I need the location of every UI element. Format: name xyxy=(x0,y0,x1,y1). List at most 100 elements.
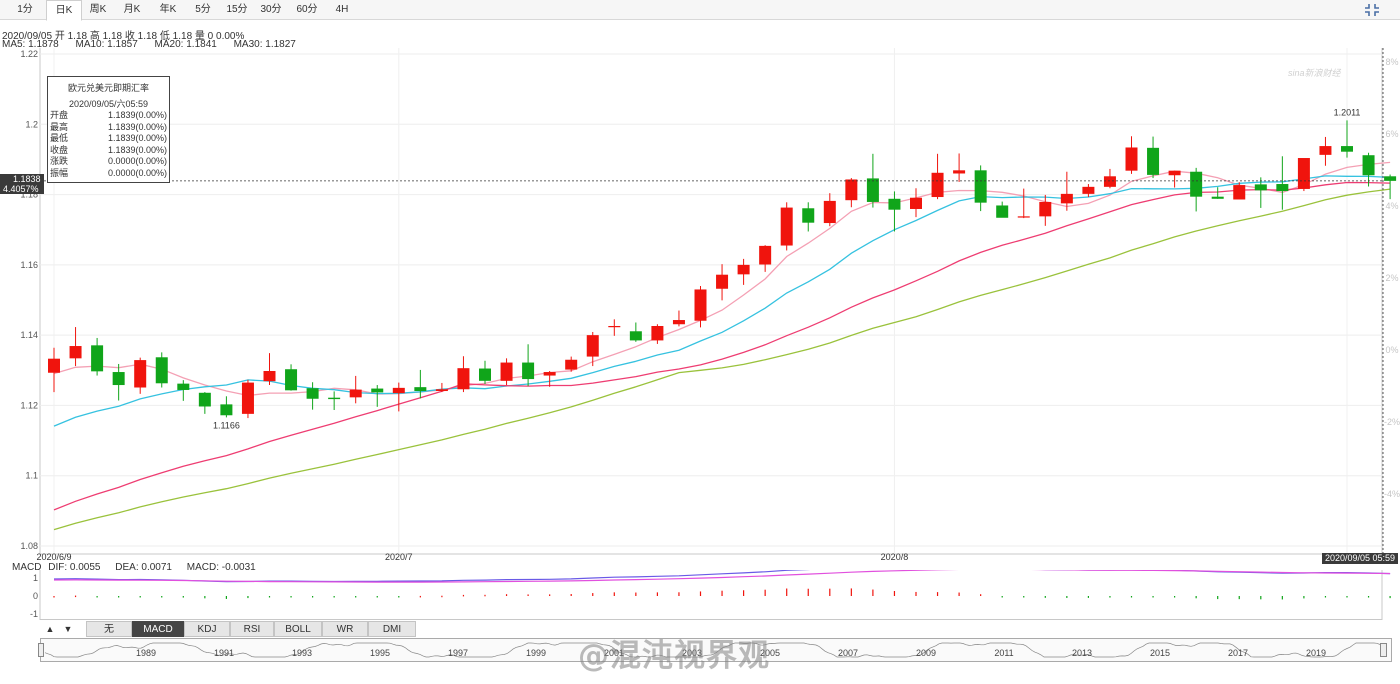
period-tab-1[interactable]: 日K xyxy=(46,0,82,21)
candle xyxy=(263,353,276,386)
candle xyxy=(220,396,233,418)
candle xyxy=(1362,152,1375,187)
macd-histogram-bar xyxy=(872,589,874,596)
navigator-year-label: 2005 xyxy=(760,648,780,658)
x-tick-label: 2020/6/9 xyxy=(36,552,71,560)
indicator-tab-5[interactable]: WR xyxy=(322,621,368,637)
range-navigator[interactable]: 1989 1991 1993 1995 1997 1999 2001 2003 2005 2007… xyxy=(38,638,1392,662)
candle-body xyxy=(306,388,319,399)
candle-body xyxy=(910,197,922,209)
macd-histogram-bar xyxy=(592,593,594,596)
macd-histogram-bar xyxy=(161,596,163,598)
candle-body xyxy=(931,172,944,198)
macd-histogram-bar xyxy=(1238,596,1240,600)
macd-histogram-bar xyxy=(699,591,702,596)
period-tab-6[interactable]: 15分 xyxy=(226,4,248,15)
navigator-year-label: 2015 xyxy=(1150,648,1170,658)
period-tab-2[interactable]: 周K xyxy=(89,4,107,15)
tooltip-title: 欧元兑美元即期汇率 xyxy=(67,83,149,93)
tooltip-row: 最低 1.1839(0.00%) xyxy=(48,133,169,145)
candle xyxy=(1384,174,1397,200)
candle xyxy=(1297,158,1310,192)
navigator-left-handle[interactable] xyxy=(38,643,44,657)
ma5-line xyxy=(53,161,1391,397)
tooltip-row-label: 涨跌 xyxy=(50,156,69,166)
indicator-tab-0[interactable]: 无 xyxy=(86,621,132,637)
candle xyxy=(155,352,168,388)
y-tick-label: 1.2 xyxy=(25,119,38,129)
macd-histogram-bar xyxy=(74,595,77,598)
candle-body xyxy=(672,320,685,325)
candle xyxy=(1103,168,1116,189)
candle-body xyxy=(845,179,858,201)
candle xyxy=(608,319,621,336)
candle-body xyxy=(759,245,772,265)
candle-body xyxy=(500,362,513,381)
macd-histogram-bar xyxy=(635,592,637,596)
macd-histogram-bar xyxy=(893,590,896,596)
last-price-tag: 1.1838 xyxy=(0,174,44,184)
indicator-tab-2[interactable]: KDJ xyxy=(184,621,230,637)
indicator-tab-4[interactable]: BOLL xyxy=(274,621,322,637)
indicator-tab-1[interactable]: MACD xyxy=(132,621,184,637)
macd-dif-label: DIF: 0.0055 xyxy=(48,562,101,573)
indicator-tab-6[interactable]: DMI xyxy=(368,621,416,637)
navigator-year-label: 1989 xyxy=(136,648,156,658)
candle xyxy=(586,331,599,367)
macd-histogram-bar xyxy=(656,592,658,596)
price-chart[interactable]: 1.22 1.2 1.18 1.16 1.14 1.12 1.1 1.08 8% 6% 4% 2% 0%… xyxy=(0,48,1400,560)
watermark: @混沌视界观 xyxy=(578,638,770,674)
ma10-line xyxy=(53,175,1391,427)
period-tab-8[interactable]: 60分 xyxy=(296,4,318,15)
candle xyxy=(823,193,836,227)
period-tab-3[interactable]: 月K xyxy=(123,4,141,15)
tooltip-row: 开盘 1.1839(0.00%) xyxy=(48,110,169,122)
fullscreen-icon[interactable] xyxy=(1364,2,1380,18)
candle xyxy=(371,385,384,407)
candle-body xyxy=(1341,146,1353,152)
pct-tick-label: -2% xyxy=(1384,417,1400,427)
period-tab-9[interactable]: 4H xyxy=(335,4,349,15)
candle xyxy=(414,369,427,399)
scroll-up-button[interactable]: ▲ xyxy=(45,624,55,634)
candle xyxy=(328,391,341,410)
macd-chart[interactable]: 1 0 -1 xyxy=(0,570,1400,620)
tooltip-row-label: 开盘 xyxy=(50,110,69,120)
macd-histogram-bar xyxy=(1044,596,1046,598)
period-tab-4[interactable]: 年K xyxy=(159,4,177,15)
navigator-year-label: 1991 xyxy=(214,648,234,658)
macd-histogram-bar xyxy=(484,594,486,597)
macd-histogram-bar xyxy=(376,596,378,598)
scroll-down-button[interactable]: ▼ xyxy=(63,624,73,634)
navigator-year-label: 1993 xyxy=(292,648,312,658)
candle-body xyxy=(888,198,901,210)
ma20-label: MA20: 1.1841 xyxy=(154,39,217,50)
macd-histogram-bar xyxy=(355,596,357,598)
navigator-right-handle[interactable] xyxy=(1380,643,1387,657)
candle xyxy=(1190,167,1203,212)
candle xyxy=(845,178,858,208)
y-tick-label: 1.1 xyxy=(25,471,38,481)
period-tab-0[interactable]: 1分 xyxy=(17,4,33,15)
candle xyxy=(112,363,125,401)
candle xyxy=(285,364,298,391)
candle-body xyxy=(134,360,147,388)
candle-body xyxy=(1254,184,1267,191)
candle-body xyxy=(69,346,82,359)
macd-histogram-bar xyxy=(1324,596,1327,598)
candle xyxy=(500,358,513,386)
ma-legend: MA5: 1.1878 MA10: 1.1857 MA20: 1.1841 MA… xyxy=(2,39,310,50)
indicator-tab-3[interactable]: RSI xyxy=(230,621,274,637)
candle-body xyxy=(543,372,556,376)
candle xyxy=(629,322,642,342)
period-tab-7[interactable]: 30分 xyxy=(260,4,282,15)
candle-body xyxy=(522,362,535,380)
macd-histogram-bar xyxy=(1195,596,1197,599)
macd-tick-label: -1 xyxy=(30,609,38,619)
macd-histogram-bar xyxy=(1389,596,1391,599)
period-tab-5[interactable]: 5分 xyxy=(195,4,211,15)
macd-tick-label: 0 xyxy=(33,591,38,601)
macd-histogram-bar xyxy=(1303,596,1305,599)
tooltip-row-value: 0.0000(0.00%) xyxy=(107,167,167,178)
candle xyxy=(198,392,211,414)
